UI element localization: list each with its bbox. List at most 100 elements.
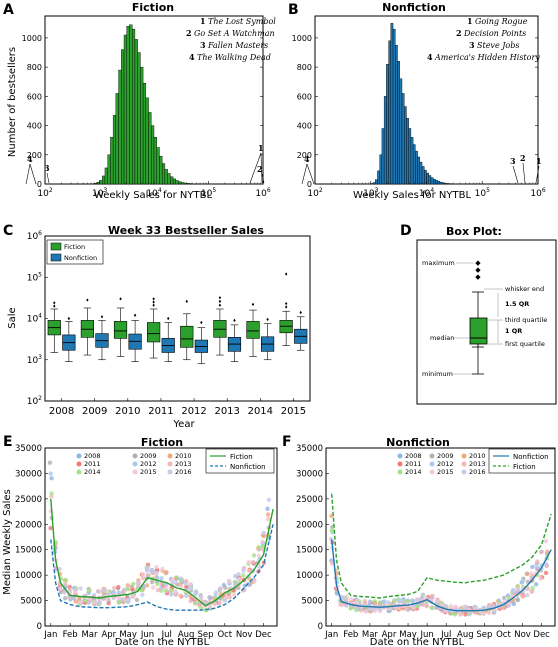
- plot-frame: [44, 447, 278, 627]
- panel-e-title: Fiction: [141, 436, 183, 449]
- arrow-label: 2: [520, 153, 526, 163]
- box-outlier: [218, 303, 222, 307]
- panel-f-year-legend: 2008 2009 2010 2011 2012 2013 2014 2015 …: [397, 452, 486, 476]
- box-outlier: [218, 299, 222, 303]
- panel-c-legend: Fiction Nonfiction: [46, 239, 104, 265]
- label-qr1: 1 QR: [505, 327, 522, 335]
- x-tick-label: 106: [255, 187, 270, 199]
- ranked-title: The Walking Dead: [197, 53, 271, 62]
- legend-fiction: Fiction: [64, 243, 85, 251]
- diagram-outlier-dot: ◆: [475, 266, 481, 274]
- legend-year: 2015: [437, 468, 454, 476]
- panel-f-line-legend: Nonfiction Fiction: [488, 448, 556, 474]
- weekly-point: [169, 588, 174, 593]
- ranked-num: 2: [186, 28, 192, 38]
- box-outlier: [53, 304, 56, 308]
- box-body: [147, 322, 161, 343]
- weekly-point: [538, 576, 543, 581]
- weekly-point: [529, 571, 534, 576]
- weekly-point: [520, 579, 525, 584]
- weekly-point: [266, 517, 271, 522]
- weekly-point: [529, 589, 534, 594]
- diagram-outlier-dot: ◆: [475, 259, 481, 267]
- weekly-point: [515, 587, 521, 592]
- box-outlier: [53, 301, 56, 305]
- y-tick-label: 15000: [296, 546, 323, 556]
- weekly-point: [78, 586, 83, 591]
- weekly-point: [91, 592, 97, 598]
- panel-a-title: Fiction: [132, 1, 174, 14]
- weekly-point: [250, 559, 256, 565]
- weekly-point: [416, 598, 421, 603]
- weekly-point: [515, 597, 520, 602]
- weekly-point: [420, 592, 425, 597]
- plot-frame: [325, 447, 556, 627]
- weekly-point: [193, 589, 199, 594]
- weekly-point: [178, 576, 184, 581]
- legend-year: 2016: [175, 468, 192, 476]
- weekly-point: [232, 592, 237, 598]
- x-tick-label: 2008: [49, 406, 74, 417]
- legend-dot: [76, 453, 82, 459]
- weekly-point: [173, 592, 179, 597]
- histogram-bar: [99, 180, 103, 185]
- weekly-point: [543, 538, 548, 544]
- weekly-point: [164, 569, 169, 575]
- weekly-point: [348, 605, 354, 611]
- y-tick-label: 30000: [296, 469, 323, 479]
- label-maximum: maximum: [422, 259, 455, 267]
- arrow-label: 4: [27, 154, 33, 164]
- panel-letter-d: D: [400, 223, 412, 239]
- weekly-point: [457, 610, 462, 616]
- x-tick-label: 102: [307, 187, 322, 199]
- weekly-point: [120, 597, 125, 602]
- histogram-bar: [370, 183, 374, 185]
- weekly-point: [260, 544, 265, 549]
- y-tick-label: 800: [297, 63, 312, 72]
- box-outlier: [284, 301, 288, 306]
- histogram-bar: [383, 96, 387, 185]
- weekly-point: [363, 609, 368, 614]
- box-outlier: [167, 316, 170, 321]
- y-tick-label: 0: [318, 622, 323, 632]
- legend-year: 2016: [469, 468, 486, 476]
- series-line: [331, 493, 552, 599]
- ranked-title: Decision Points: [463, 29, 526, 38]
- weekly-point: [506, 603, 512, 608]
- weekly-point: [343, 597, 349, 602]
- histogram-bar: [115, 93, 119, 185]
- ranked-num: 3: [469, 40, 475, 50]
- y-tick-label: 0: [307, 180, 312, 189]
- arrow-label: 3: [44, 163, 50, 173]
- weekly-point: [256, 553, 262, 559]
- legend-dot: [461, 469, 467, 475]
- histogram-bar: [137, 52, 141, 185]
- weekly-point: [48, 525, 53, 531]
- x-tick-label: 105: [201, 187, 216, 199]
- weekly-point: [170, 577, 175, 583]
- y-tick-label: 20000: [296, 520, 323, 530]
- weekly-point: [525, 592, 530, 598]
- x-tick-label: Feb: [343, 630, 358, 640]
- histogram-bar: [444, 182, 447, 185]
- histogram-bar: [121, 49, 125, 185]
- weekly-point: [538, 549, 544, 555]
- legend-year: 2011: [84, 460, 101, 468]
- weekly-point: [339, 602, 344, 608]
- label-whisker: whisker end: [505, 285, 544, 293]
- histogram-bar: [437, 181, 441, 185]
- legend-year: 2013: [175, 460, 192, 468]
- weekly-point: [49, 476, 54, 481]
- histogram-bar: [372, 182, 376, 185]
- weekly-point: [535, 559, 540, 564]
- weekly-point: [188, 582, 193, 587]
- weekly-point: [207, 595, 212, 600]
- box-outlier: [67, 316, 71, 321]
- y-tick-label: 103: [27, 354, 42, 366]
- weekly-point: [481, 605, 487, 611]
- weekly-point: [443, 603, 448, 609]
- ranked-num: 4: [189, 52, 195, 62]
- weekly-point: [472, 605, 477, 610]
- histogram-bar: [388, 40, 392, 185]
- legend-dot: [167, 469, 173, 475]
